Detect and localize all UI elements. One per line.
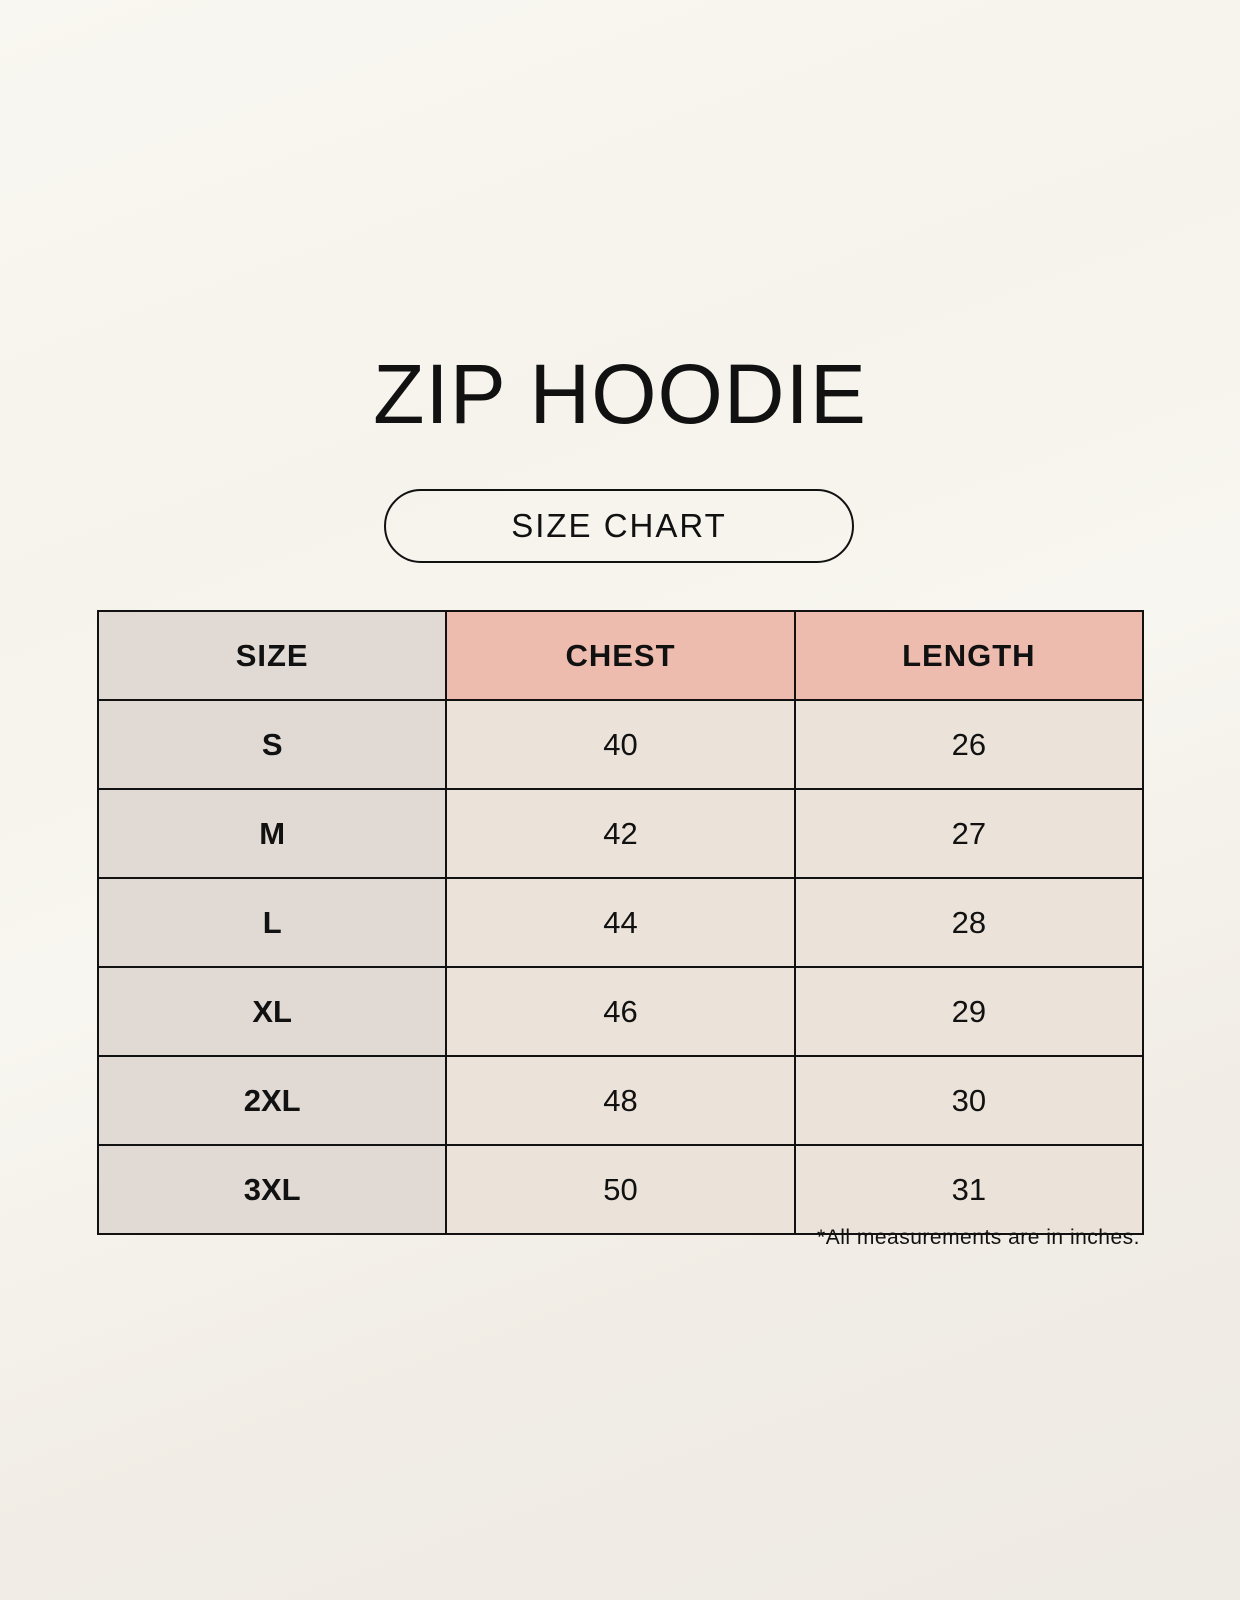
chest-cell: 48 [445, 1055, 796, 1146]
table-row: S 40 26 [96, 699, 1145, 790]
table-row: M 42 27 [96, 788, 1145, 879]
chest-cell: 42 [445, 788, 796, 879]
table-row: 2XL 48 30 [96, 1055, 1145, 1146]
size-cell: 2XL [96, 1055, 448, 1146]
measurement-note: *All measurements are in inches. [817, 1226, 1140, 1249]
table-row: L 44 28 [96, 877, 1145, 968]
header-length: LENGTH [793, 610, 1145, 701]
size-chart-label: SIZE CHART [384, 489, 854, 563]
size-cell: L [96, 877, 448, 968]
chest-cell: 40 [445, 699, 796, 790]
page-title: ZIP HOODIE [373, 347, 867, 441]
chest-cell: 50 [445, 1144, 796, 1235]
header-size: SIZE [96, 610, 448, 701]
size-cell: 3XL [96, 1144, 448, 1235]
length-cell: 29 [793, 966, 1145, 1057]
chest-cell: 44 [445, 877, 796, 968]
size-table: SIZE CHEST LENGTH S 40 26 M 42 27 L 44 28 XL 46 29 2… [96, 610, 1145, 1235]
chest-cell: 46 [445, 966, 796, 1057]
size-cell: XL [96, 966, 448, 1057]
length-cell: 26 [793, 699, 1145, 790]
size-cell: M [96, 788, 448, 879]
table-row: 3XL 50 31 [96, 1144, 1145, 1235]
length-cell: 31 [793, 1144, 1145, 1235]
size-cell: S [96, 699, 448, 790]
header-chest: CHEST [445, 610, 796, 701]
length-cell: 27 [793, 788, 1145, 879]
length-cell: 28 [793, 877, 1145, 968]
table-row: XL 46 29 [96, 966, 1145, 1057]
length-cell: 30 [793, 1055, 1145, 1146]
table-header-row: SIZE CHEST LENGTH [96, 610, 1145, 701]
